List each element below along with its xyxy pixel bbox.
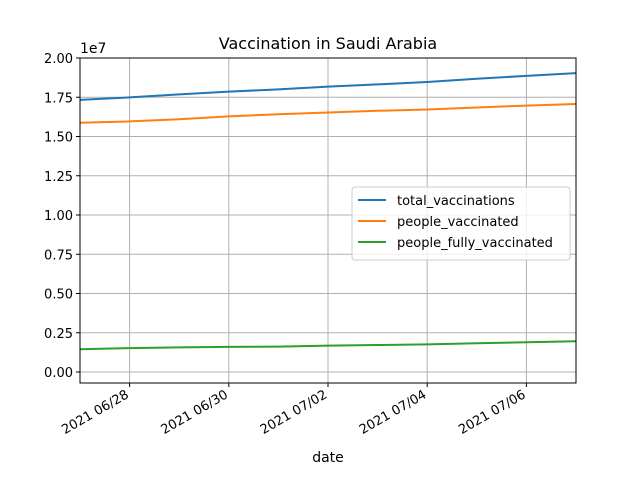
series-line-total_vaccinations: [79, 72, 577, 101]
x-axis-label: date: [312, 450, 344, 466]
y-tick-label: 2.00: [44, 52, 73, 67]
chart-title: Vaccination in Saudi Arabia: [219, 34, 437, 53]
series-line-people_vaccinated: [79, 103, 577, 124]
y-tick-label: 1.75: [44, 91, 73, 106]
legend-label-people_fully_vaccinated: people_fully_vaccinated: [397, 236, 553, 251]
legend: total_vaccinations people_vaccinatedpeopl…: [351, 186, 571, 261]
y-tick-label: 0.75: [44, 248, 73, 263]
y-tick-label: 0.25: [44, 327, 73, 342]
y-axis: 0.00 0.25 0.50 0.75 1.00 1.25 1.50 1.75 2.00: [44, 52, 80, 381]
y-tick-label: 1.25: [44, 170, 73, 185]
legend-box: [351, 186, 571, 261]
y-tick-label: 0.50: [44, 288, 73, 303]
y-tick-label: 1.00: [44, 209, 73, 224]
y-tick-label: 1.50: [44, 131, 73, 146]
legend-label-people_vaccinated: people_vaccinated: [397, 215, 519, 230]
y-tick-label: 0.00: [44, 366, 73, 381]
y-scale-offset: 1e7: [80, 41, 106, 57]
series-lines: [79, 72, 577, 351]
legend-label-total_vaccinations: total_vaccinations: [397, 194, 515, 209]
series-line-people_fully_vaccinated: [79, 340, 577, 351]
